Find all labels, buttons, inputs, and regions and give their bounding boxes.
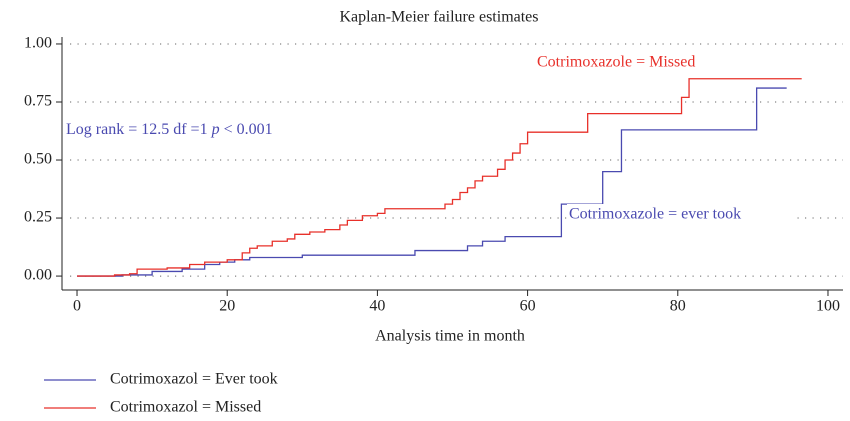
y-tick-label: 0.25 — [24, 209, 52, 226]
annotation: Cotrimoxazole = Missed — [537, 54, 695, 71]
x-tick-label: 20 — [219, 298, 235, 315]
x-axis-label: Analysis time in month — [375, 328, 525, 345]
x-tick-label: 0 — [73, 298, 81, 315]
x-tick-label: 60 — [520, 298, 536, 315]
annotation-part: Log rank = 12.5 df =1 — [66, 121, 212, 138]
y-tick-label: 0.50 — [24, 151, 52, 168]
x-tick-label: 100 — [816, 298, 840, 315]
x-tick-label: 40 — [369, 298, 385, 315]
annotation-part: < 0.001 — [220, 121, 273, 138]
y-tick-label: 0.00 — [24, 267, 52, 284]
annotation: Cotrimoxazole = ever took — [569, 206, 741, 223]
km-curve — [77, 87, 787, 277]
x-tick-label: 80 — [670, 298, 686, 315]
annotation: Log rank = 12.5 df =1 p < 0.001 — [66, 121, 273, 138]
km-curve — [77, 78, 802, 277]
annotation-background — [567, 204, 797, 226]
annotation-part: p — [211, 121, 220, 138]
chart-title: Kaplan-Meier failure estimates — [339, 9, 538, 26]
legend-label: Cotrimoxazol = Missed — [110, 399, 261, 416]
y-tick-label: 1.00 — [24, 35, 52, 52]
legend-label: Cotrimoxazol = Ever took — [110, 371, 278, 388]
y-tick-label: 0.75 — [24, 93, 52, 110]
